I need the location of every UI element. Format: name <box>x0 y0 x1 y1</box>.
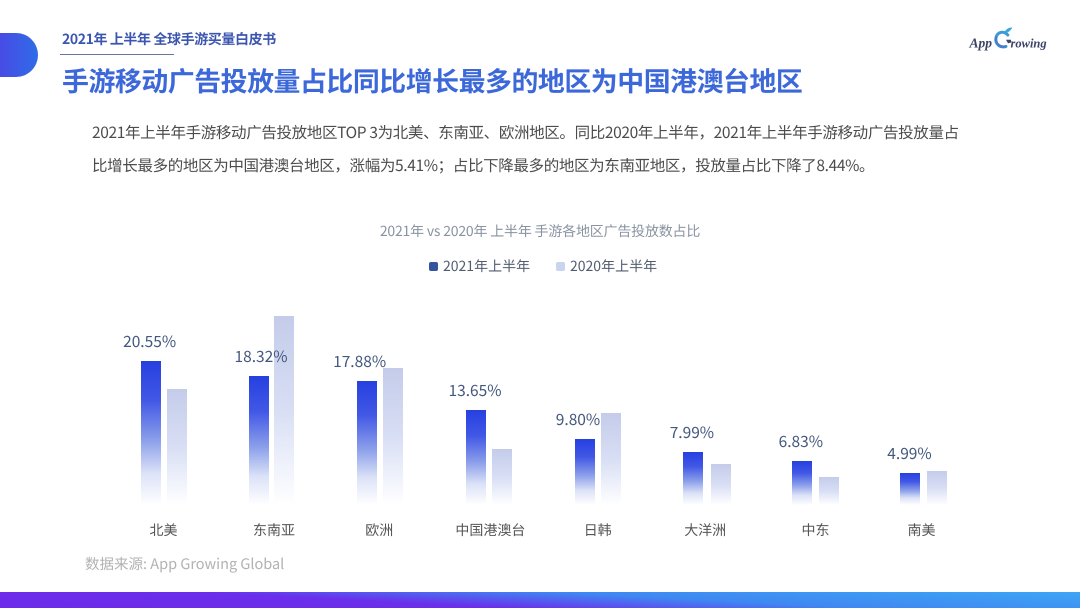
svg-text:rowing: rowing <box>1011 37 1047 51</box>
svg-text:App: App <box>969 36 993 51</box>
